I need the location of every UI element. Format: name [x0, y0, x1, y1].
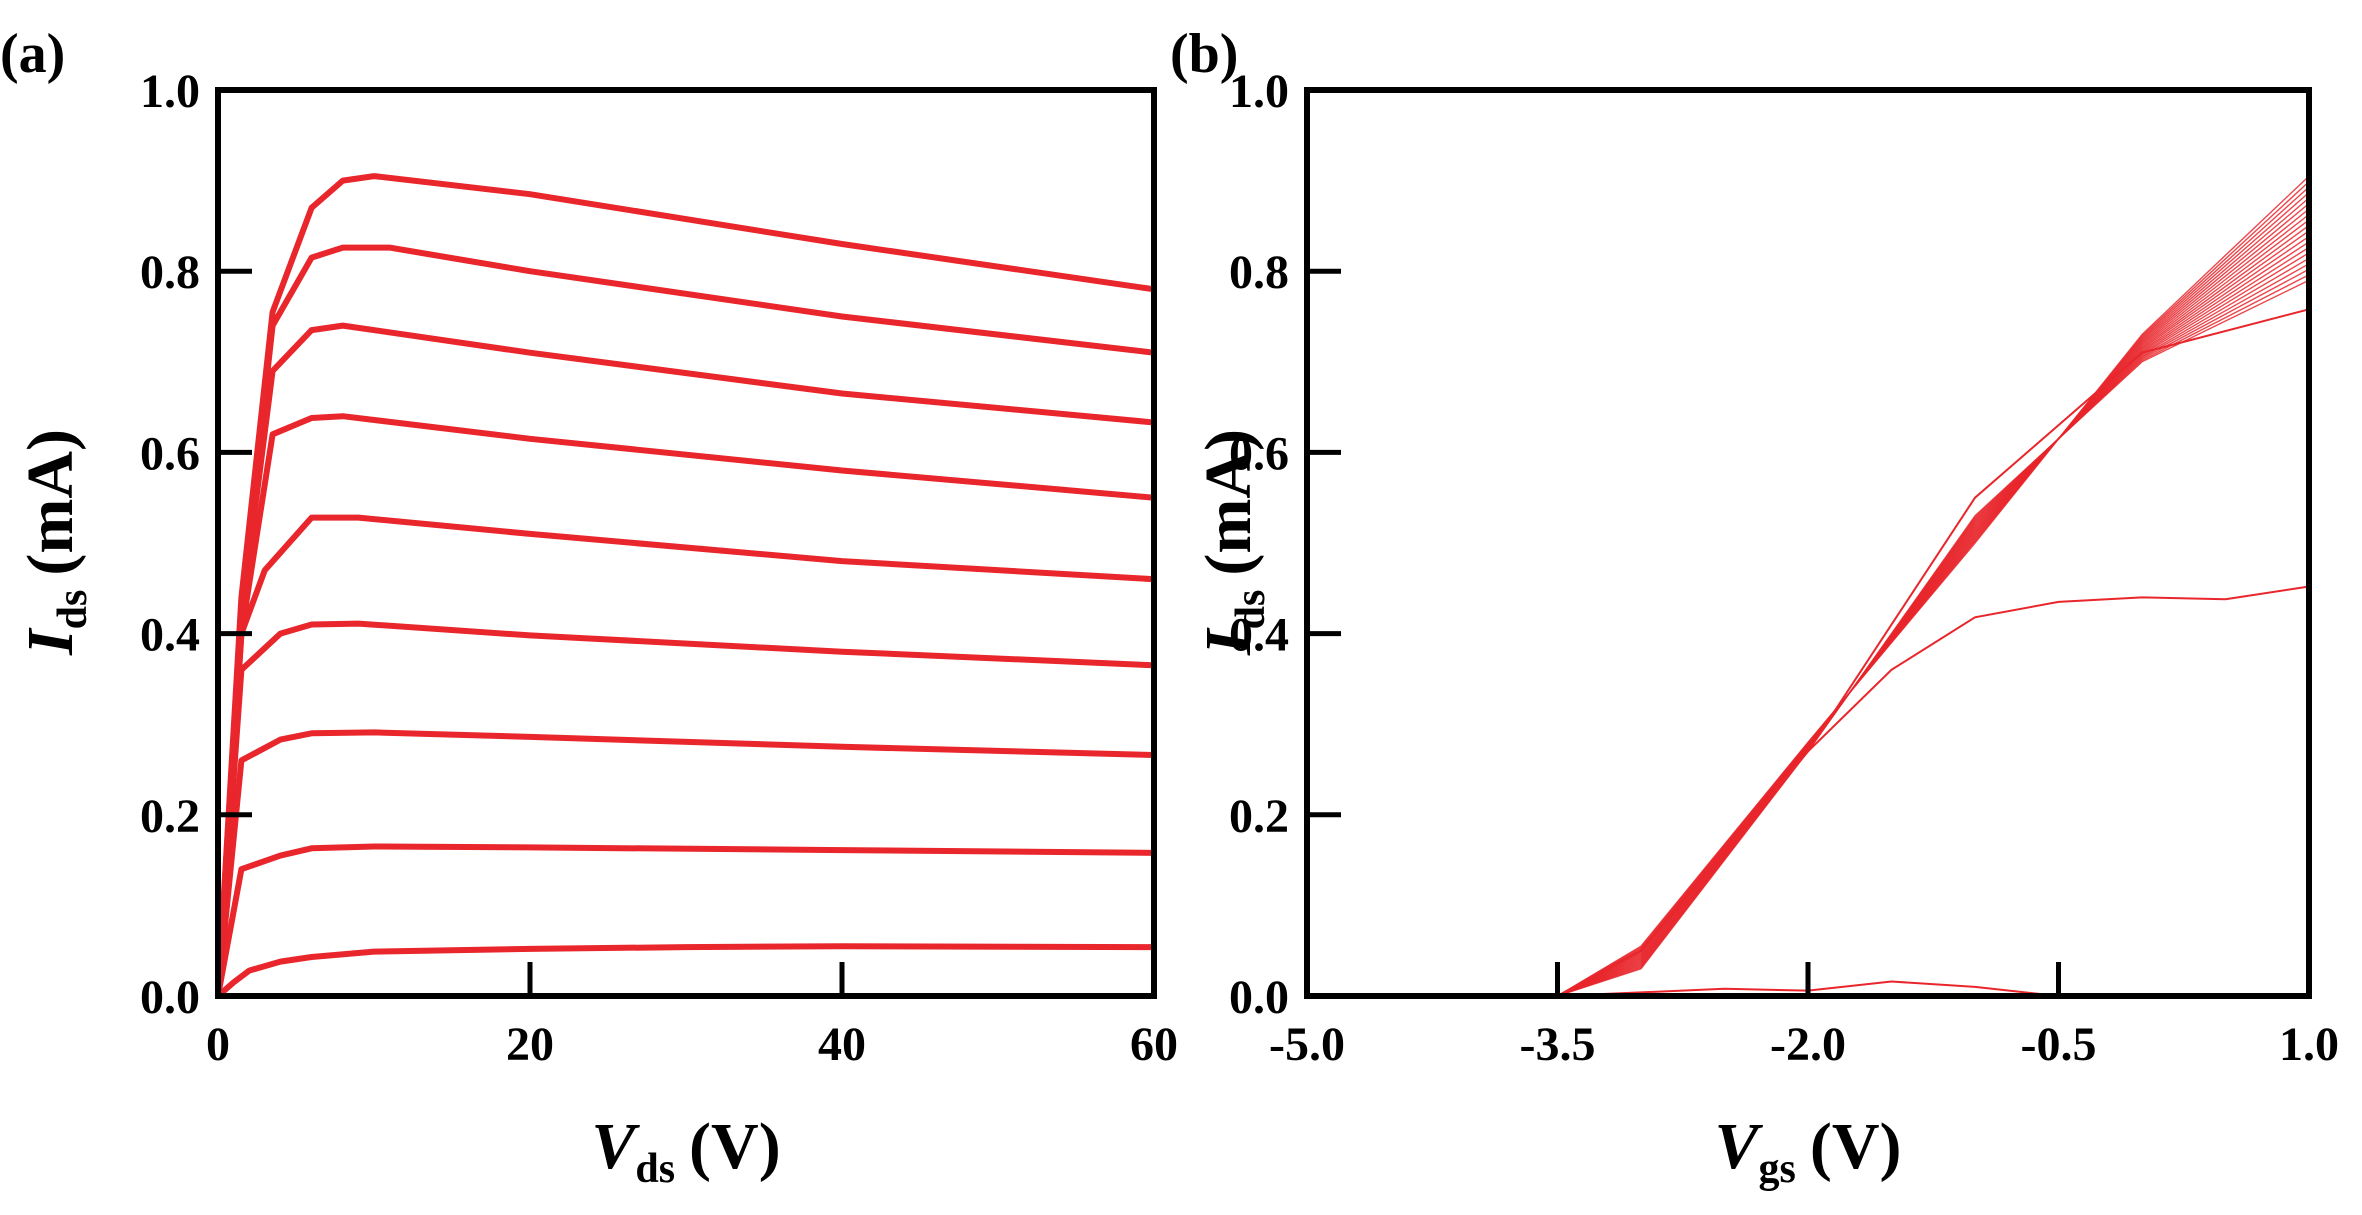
a-x-tick-label: 40 — [818, 1018, 866, 1071]
b-x-tick-label: 1.0 — [2279, 1018, 2339, 1071]
chart-a: (a) 0 20 40 60 0.0 0.2 0.4 0.6 0.8 1.0 Vds (V) Ids… — [0, 23, 1178, 1192]
b-y-tick-label: 0.6 — [1229, 427, 1289, 480]
bundle-curve-6 — [1557, 252, 2310, 997]
a-y-tick-label: 0.0 — [140, 971, 200, 1024]
series-group-b — [1557, 175, 2310, 997]
x-axis-unit-b: (V) — [1810, 1110, 1902, 1183]
a-y-tick-label: 0.4 — [140, 609, 200, 662]
bundle-curve-4 — [1557, 263, 2310, 997]
a-y-tick-label: 1.0 — [140, 65, 200, 118]
y-axis-unit-b: (mA) — [1192, 429, 1265, 576]
bundle-curve-11 — [1557, 224, 2310, 997]
bundle-curve-12 — [1557, 219, 2310, 997]
panel-label-b: (b) — [1170, 23, 1238, 85]
b-x-tick-label: -2.0 — [1770, 1018, 1846, 1071]
a-y-tick-label: 0.8 — [140, 246, 200, 299]
y-axis-sub-b: ds — [1228, 590, 1274, 630]
b-y-tick-label: 0.4 — [1229, 609, 1289, 662]
bundle-curve-7 — [1557, 246, 2310, 997]
chart-b: (b) -5.0 -3.5 -2.0 -0.5 1.0 0.0 0.2 0.4 0.6 0.8 1.… — [1170, 23, 2339, 1192]
bundle-curve-1 — [1557, 279, 2310, 997]
bundle-curve-16 — [1557, 197, 2310, 997]
bundle-curve-10 — [1557, 230, 2310, 997]
x-axis-var-b: V — [1714, 1110, 1763, 1183]
y-axis-unit-a: (mA) — [14, 429, 87, 576]
series-line-curve-9 — [215, 173, 1155, 997]
x-axis-unit-a: (V) — [689, 1110, 781, 1183]
svg-text:Vds(V): Vds (V) — [591, 1110, 780, 1192]
x-axis-label-b: Vgs (V) — [1714, 1110, 1901, 1192]
b-y-tick-label: 0.8 — [1229, 246, 1289, 299]
svg-text:Ids(mA): Ids (mA) — [14, 429, 96, 656]
series-line-saturated-curve — [1557, 308, 2310, 997]
bundle-curve-15 — [1557, 202, 2310, 997]
plot-frame-b — [1304, 87, 2312, 999]
y-axis-label-b: Ids (mA) — [1192, 429, 1274, 656]
series-line-curve-6 — [215, 413, 1155, 997]
y-axis-var-a: I — [14, 627, 87, 656]
series-line-curve-5 — [215, 514, 1155, 997]
series-line-curve-2 — [215, 843, 1155, 997]
a-y-tick-label: 0.6 — [140, 427, 200, 480]
y-axis-sub-a: ds — [50, 590, 96, 630]
bundle-curve-13 — [1557, 213, 2310, 997]
b-x-tick-label: -5.0 — [1269, 1018, 1345, 1071]
ticks-b: -5.0 -3.5 -2.0 -0.5 1.0 0.0 0.2 0.4 0.6 0.8 1.0 — [1229, 65, 2339, 1071]
plot-frame-a — [215, 87, 1157, 999]
a-x-tick-label: 0 — [206, 1018, 230, 1071]
bundle-curve-5 — [1557, 257, 2310, 997]
series-line-curve-3 — [215, 729, 1155, 997]
series-group-a — [215, 173, 1155, 999]
a-x-tick-label: 20 — [506, 1018, 554, 1071]
bundle-curve-3 — [1557, 268, 2310, 997]
bundle-curve-2 — [1557, 274, 2310, 997]
b-y-tick-label: 0.0 — [1229, 971, 1289, 1024]
ticks-a: 0 20 40 60 0.0 0.2 0.4 0.6 0.8 1.0 — [140, 65, 1178, 1071]
bundle-curve-8 — [1557, 241, 2310, 997]
series-line-low-vds-curve — [1557, 585, 2310, 997]
b-x-tick-label: -3.5 — [1520, 1018, 1596, 1071]
bundle-curve-20 — [1557, 175, 2310, 997]
panel-label-a: (a) — [0, 23, 65, 85]
x-axis-var-a: V — [591, 1110, 640, 1183]
x-axis-label-a: Vds (V) — [591, 1110, 780, 1192]
y-axis-label-a: Ids (mA) — [14, 429, 96, 656]
b-y-tick-label: 1.0 — [1229, 65, 1289, 118]
bundle-curve-9 — [1557, 235, 2310, 997]
svg-text:Vgs(V): Vgs (V) — [1714, 1110, 1901, 1192]
svg-text:Ids(mA): Ids (mA) — [1192, 429, 1274, 656]
a-y-tick-label: 0.2 — [140, 790, 200, 843]
a-x-tick-label: 60 — [1130, 1018, 1178, 1071]
b-x-tick-label: -0.5 — [2021, 1018, 2097, 1071]
b-y-tick-label: 0.2 — [1229, 790, 1289, 843]
x-axis-sub-a: ds — [635, 1146, 675, 1192]
x-axis-sub-b: gs — [1759, 1146, 1796, 1192]
series-line-curve-4 — [215, 620, 1155, 997]
series-line-curve-1 — [216, 943, 1155, 999]
y-axis-var-b: I — [1192, 627, 1265, 656]
